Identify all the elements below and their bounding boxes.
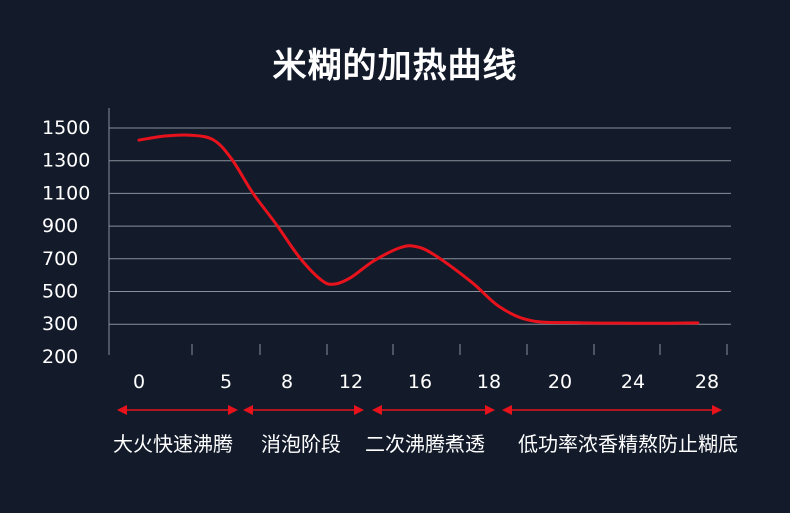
- y-tick-label: 300: [42, 313, 78, 335]
- x-tick-label: 16: [408, 371, 432, 393]
- x-tick-label: 20: [548, 371, 572, 393]
- phase-arrow: [502, 405, 722, 415]
- x-tick-label: 24: [621, 371, 645, 393]
- y-tick-label: 1500: [42, 117, 90, 139]
- heating-curve-line: [137, 133, 700, 325]
- phase-arrow: [117, 405, 238, 415]
- x-minor-ticks: [191, 344, 728, 355]
- phase-label: 低功率浓香精熬防止糊底: [518, 432, 738, 456]
- phase-arrow: [243, 405, 364, 415]
- y-tick-labels: 1500 1300 1100 900 700 500 300 200: [42, 117, 90, 368]
- chart-title: 米糊的加热曲线: [272, 46, 518, 86]
- phase-label: 消泡阶段: [261, 432, 341, 456]
- phase-label: 二次沸腾煮透: [365, 432, 485, 456]
- x-tick-labels: 0 5 8 12 16 18 20 24 28: [133, 371, 719, 393]
- x-tick-label: 0: [133, 371, 145, 393]
- y-tick-label: 900: [42, 215, 78, 237]
- grid-lines: [109, 127, 731, 325]
- x-tick-label: 8: [281, 371, 293, 393]
- y-tick-label: 700: [42, 248, 78, 270]
- y-tick-label: 1300: [42, 150, 90, 172]
- y-tick-label: 500: [42, 281, 78, 303]
- phase-annotations: 大火快速沸腾 消泡阶段 二次沸腾煮透 低功率浓香精熬防止糊底: [113, 405, 738, 456]
- y-tick-label: 200: [42, 346, 78, 368]
- x-tick-label: 5: [220, 371, 232, 393]
- phase-label: 大火快速沸腾: [113, 432, 233, 456]
- phase-arrow: [372, 405, 495, 415]
- x-tick-label: 12: [339, 371, 363, 393]
- x-tick-label: 18: [477, 371, 501, 393]
- x-tick-label: 28: [695, 371, 719, 393]
- y-tick-label: 1100: [42, 182, 90, 204]
